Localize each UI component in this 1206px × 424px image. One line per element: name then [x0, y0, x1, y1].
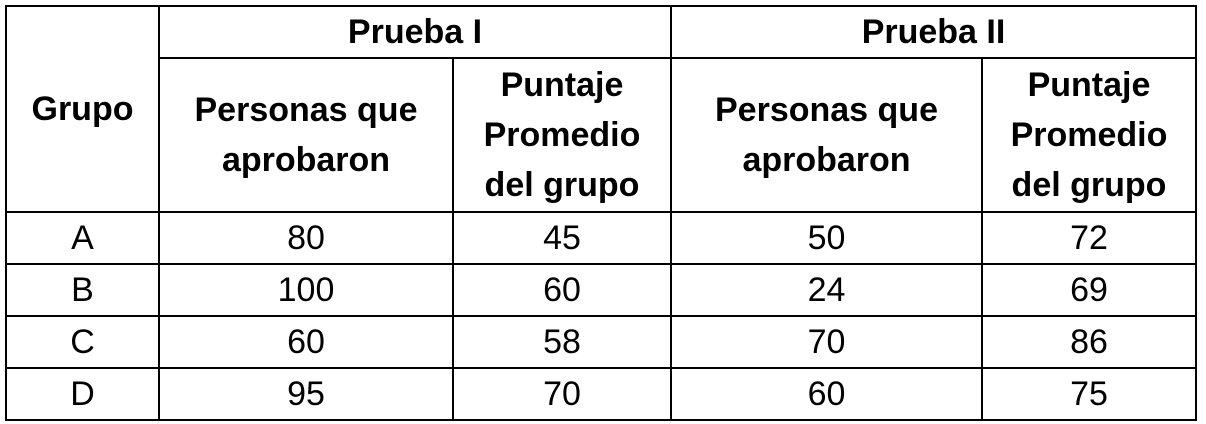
average-header-line: Promedio: [1010, 116, 1168, 154]
test-1-passed-header: Personas que aprobaron: [158, 57, 454, 213]
group-cell: B: [5, 263, 160, 317]
passed-header-line: Personas que: [715, 91, 938, 129]
group-cell: A: [5, 211, 160, 265]
test-2-average-cell: 69: [981, 263, 1197, 317]
test-2-average-header: Puntaje Promedio del grupo: [981, 57, 1197, 213]
average-header-line: Promedio: [483, 116, 641, 154]
test-2-passed-cell: 50: [670, 211, 983, 265]
header-row-metrics: Personas que aprobaron Puntaje Promedio …: [6, 57, 1197, 213]
average-header-line: Puntaje: [1027, 66, 1151, 104]
average-header-line: del grupo: [1011, 166, 1167, 204]
test-2-average-cell: 72: [981, 211, 1197, 265]
table-row: C 60 58 70 86: [5, 315, 1197, 369]
test-1-passed-cell: 95: [158, 367, 454, 421]
test-1-average-cell: 58: [452, 315, 672, 369]
test-1-average-cell: 45: [452, 211, 672, 265]
test-1-average-cell: 60: [452, 263, 672, 317]
table-row: B 100 60 24 69: [5, 263, 1197, 317]
table-row: D 95 70 60 75: [5, 367, 1197, 421]
test-1-passed-cell: 100: [158, 263, 454, 317]
test-1-passed-cell: 60: [158, 315, 454, 369]
test-2-average-cell: 75: [981, 367, 1197, 421]
header-row-tests: Grupo Prueba I Prueba II: [5, 5, 1197, 213]
test-1-average-header: Puntaje Promedio del grupo: [452, 57, 672, 213]
test-2-average-cell: 86: [981, 315, 1197, 369]
passed-header-line: aprobaron: [221, 141, 391, 179]
test-1-passed-cell: 80: [158, 211, 454, 265]
group-header: Grupo: [5, 5, 160, 213]
passed-header-line: aprobaron: [742, 141, 911, 179]
average-header-line: Puntaje: [500, 66, 624, 104]
average-header-line: del grupo: [484, 166, 640, 204]
table-row: A 80 45 50 72: [5, 211, 1197, 265]
test-2-passed-cell: 24: [670, 263, 983, 317]
test-2-passed-cell: 60: [670, 367, 983, 421]
group-cell: D: [5, 367, 160, 421]
test-1-average-cell: 70: [452, 367, 672, 421]
results-table-container: Grupo Prueba I Prueba II Personas que ap…: [5, 5, 1197, 421]
test-2-passed-header: Personas que aprobaron: [670, 57, 983, 213]
test-1-header: Prueba I: [158, 5, 672, 59]
test-2-passed-cell: 70: [670, 315, 983, 369]
test-2-header: Prueba II: [670, 5, 1197, 59]
passed-header-line: Personas que: [194, 91, 418, 129]
results-table: Grupo Prueba I Prueba II Personas que ap…: [5, 5, 1197, 421]
group-cell: C: [5, 315, 160, 369]
